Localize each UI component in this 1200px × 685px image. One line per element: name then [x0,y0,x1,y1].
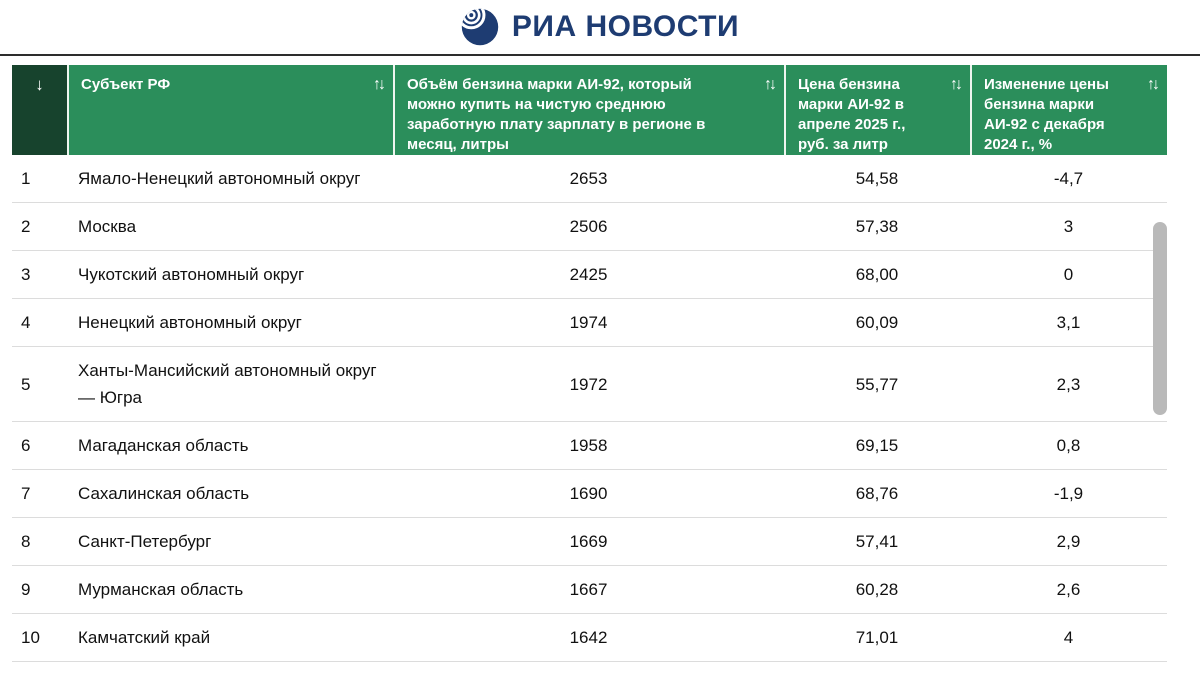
sort-down-icon[interactable]: ↓ [35,75,44,94]
table-row: 7 Сахалинская область 1690 68,76 -1,9 [12,470,1167,518]
cell-change: 2,6 [1056,580,1081,599]
table-row: 6 Магаданская область 1958 69,15 0,8 [12,422,1167,470]
cell-price: 54,58 [855,169,899,188]
cell-rank: 2 [21,217,31,236]
cell-region: Ненецкий автономный округ [78,313,302,332]
cell-change: 3 [1063,217,1074,236]
cell-price: 69,15 [855,436,899,455]
cell-volume: 1974 [569,313,608,332]
cell-change: 3,1 [1056,313,1081,332]
cell-rank: 10 [21,628,40,647]
cell-rank: 4 [21,313,31,332]
cell-region: Чукотский автономный округ [78,265,305,284]
header-price-label: Цена бензина марки АИ-92 в апреле 2025 г… [798,76,906,153]
table-row: 1 Ямало-Ненецкий автономный округ 2653 5… [12,155,1167,203]
table-row: 9 Мурманская область 1667 60,28 2,6 [12,566,1167,614]
cell-change: -4,7 [1053,169,1084,188]
cell-rank: 3 [21,265,31,284]
cell-change: 2,9 [1056,532,1081,551]
cell-price: 57,38 [855,217,899,236]
cell-change: 0,8 [1056,436,1081,455]
header-cell-rank[interactable]: ↓ [12,65,67,155]
cell-region: Ямало-Ненецкий автономный округ [78,169,361,188]
cell-price: 55,77 [855,374,899,394]
cell-volume: 1667 [569,580,608,599]
table-row: 4 Ненецкий автономный округ 1974 60,09 3… [12,299,1167,347]
cell-price: 57,41 [855,532,899,551]
cell-change: -1,9 [1053,484,1084,503]
cell-volume: 2506 [569,217,608,236]
header-change-label: Изменение цены бензина марки АИ-92 с дек… [984,76,1109,153]
cell-volume: 1642 [569,628,608,647]
cell-price: 68,76 [855,484,899,503]
cell-change: 0 [1063,265,1074,284]
site-header: РИА НОВОСТИ [0,0,1200,54]
sort-updown-icon[interactable]: ↑↓ [1147,76,1160,93]
cell-price: 71,01 [855,628,899,647]
header-region-label: Субъект РФ [81,76,171,93]
table-row: 10 Камчатский край 1642 71,01 4 [12,614,1167,662]
cell-volume: 2653 [569,169,608,188]
cell-rank: 8 [21,532,31,551]
cell-volume: 1669 [569,532,608,551]
header-volume-label: Объём бензина марки АИ-92, который можно… [407,76,706,153]
cell-price: 68,00 [855,265,899,284]
cell-region: Сахалинская область [78,484,250,503]
header-cell-price[interactable]: Цена бензина марки АИ-92 в апреле 2025 г… [784,65,970,155]
table-row: 3 Чукотский автономный округ 2425 68,00 … [12,251,1167,299]
rating-table: ↓ Субъект РФ ↑↓ Объём бензина марки АИ-9… [12,65,1167,662]
header-cell-change[interactable]: Изменение цены бензина марки АИ-92 с дек… [970,65,1167,155]
cell-region: Ханты-Мансийский автономный округ — Югра [78,361,377,407]
cell-rank: 5 [21,374,31,394]
header-cell-region[interactable]: Субъект РФ ↑↓ [67,65,393,155]
cell-volume: 2425 [569,265,608,284]
cell-rank: 1 [21,169,31,188]
scrollbar-thumb[interactable] [1153,222,1167,415]
header-cell-volume[interactable]: Объём бензина марки АИ-92, который можно… [393,65,784,155]
cell-volume: 1690 [569,484,608,503]
table-row: 5 Ханты-Мансийский автономный округ — Юг… [12,347,1167,422]
cell-volume: 1958 [569,436,608,455]
cell-region: Мурманская область [78,580,244,599]
sort-updown-icon[interactable]: ↑↓ [950,76,963,93]
cell-change: 2,3 [1056,374,1081,394]
table-header-row: ↓ Субъект РФ ↑↓ Объём бензина марки АИ-9… [12,65,1167,155]
cell-rank: 9 [21,580,31,599]
cell-region: Санкт-Петербург [78,532,212,551]
cell-change: 4 [1063,628,1074,647]
cell-rank: 7 [21,484,31,503]
cell-price: 60,28 [855,580,899,599]
cell-volume: 1972 [569,374,608,394]
ria-globe-icon [461,8,499,46]
cell-rank: 6 [21,436,31,455]
cell-price: 60,09 [855,313,899,332]
header-divider [0,54,1200,56]
table-body: 1 Ямало-Ненецкий автономный округ 2653 5… [12,155,1167,662]
table-row: 8 Санкт-Петербург 1669 57,41 2,9 [12,518,1167,566]
cell-region: Москва [78,217,137,236]
table-row: 2 Москва 2506 57,38 3 [12,203,1167,251]
ria-logo-text: РИА НОВОСТИ [511,10,740,43]
sort-updown-icon[interactable]: ↑↓ [764,76,777,93]
sort-updown-icon[interactable]: ↑↓ [373,76,386,93]
cell-region: Камчатский край [78,628,211,647]
cell-region: Магаданская область [78,436,249,455]
